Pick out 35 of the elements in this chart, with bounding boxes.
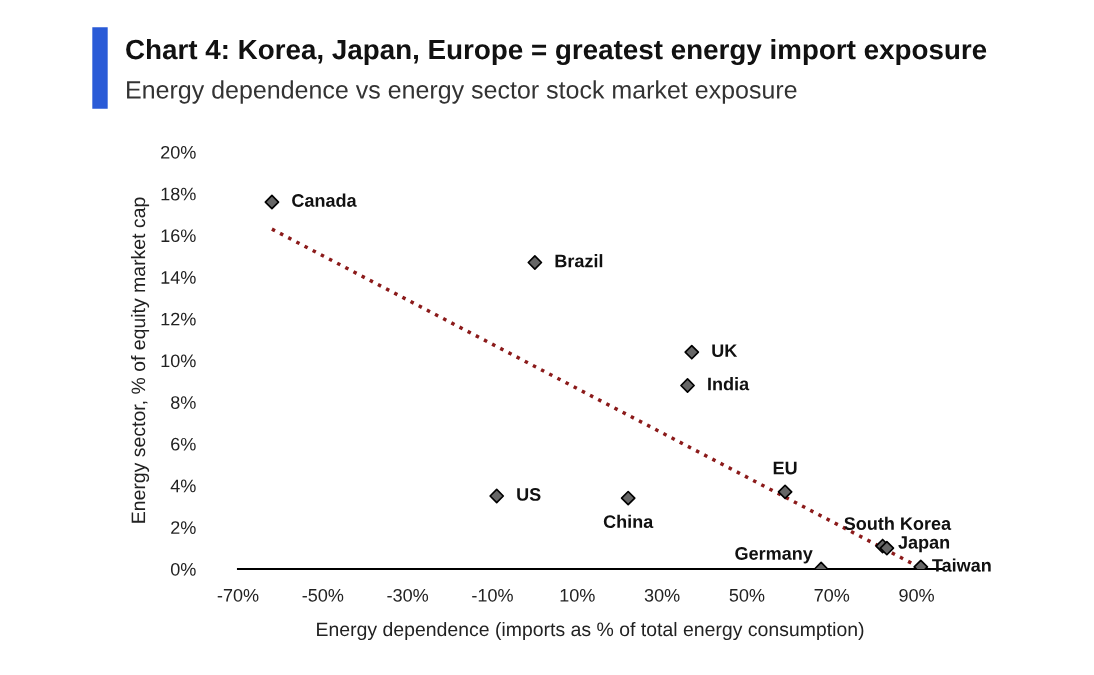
x-tick-label: -10%	[472, 588, 513, 602]
y-tick-label: 2%	[171, 521, 196, 534]
chart-title: Chart 4: Korea, Japan, Europe = greatest energy import exposure	[126, 38, 987, 66]
annotation: India	[708, 377, 750, 391]
annotation: Japan	[898, 536, 950, 553]
x-tick-label: 30%	[644, 588, 680, 602]
annotation: Brazil	[555, 254, 603, 268]
annotation: US	[517, 488, 541, 501]
x-tick-label: -30%	[387, 588, 429, 602]
y-tick-label: 4%	[170, 479, 196, 493]
x-tick-label: -70%	[217, 588, 259, 602]
annotation: Taiwan	[932, 558, 991, 572]
x-tick-label: -50%	[302, 588, 344, 602]
x-tick-label: 50%	[729, 588, 765, 602]
chart-subtitle: Energy dependence vs energy sector stock market exposure	[127, 80, 797, 104]
y-tick-label: 0%	[170, 562, 196, 576]
annotation: UK	[712, 344, 738, 358]
y-tick-label: 16%	[161, 229, 196, 243]
annotation: South Korea	[844, 516, 952, 530]
x-axis-title: Energy dependence (imports as % of total energy consumption)	[317, 621, 864, 641]
y-tick-label: 10%	[161, 354, 196, 368]
y-tick-label: 18%	[161, 187, 196, 201]
x-tick-label: 90%	[899, 588, 934, 602]
y-tick-label: 14%	[161, 271, 196, 284]
annotation: Canada	[292, 193, 357, 207]
y-axis-title: Energy sector, % of equity market cap	[130, 197, 150, 523]
annotation: EU	[773, 461, 797, 475]
x-tick-label: 10%	[560, 588, 595, 602]
annotation: China	[603, 514, 654, 529]
y-tick-label: 6%	[171, 437, 196, 451]
y-tick-label: 8%	[171, 396, 196, 409]
annotation: Germany	[735, 547, 813, 564]
y-tick-label: 12%	[161, 312, 196, 326]
x-tick-label: 70%	[814, 588, 850, 602]
y-tick-label: 20%	[161, 145, 196, 159]
